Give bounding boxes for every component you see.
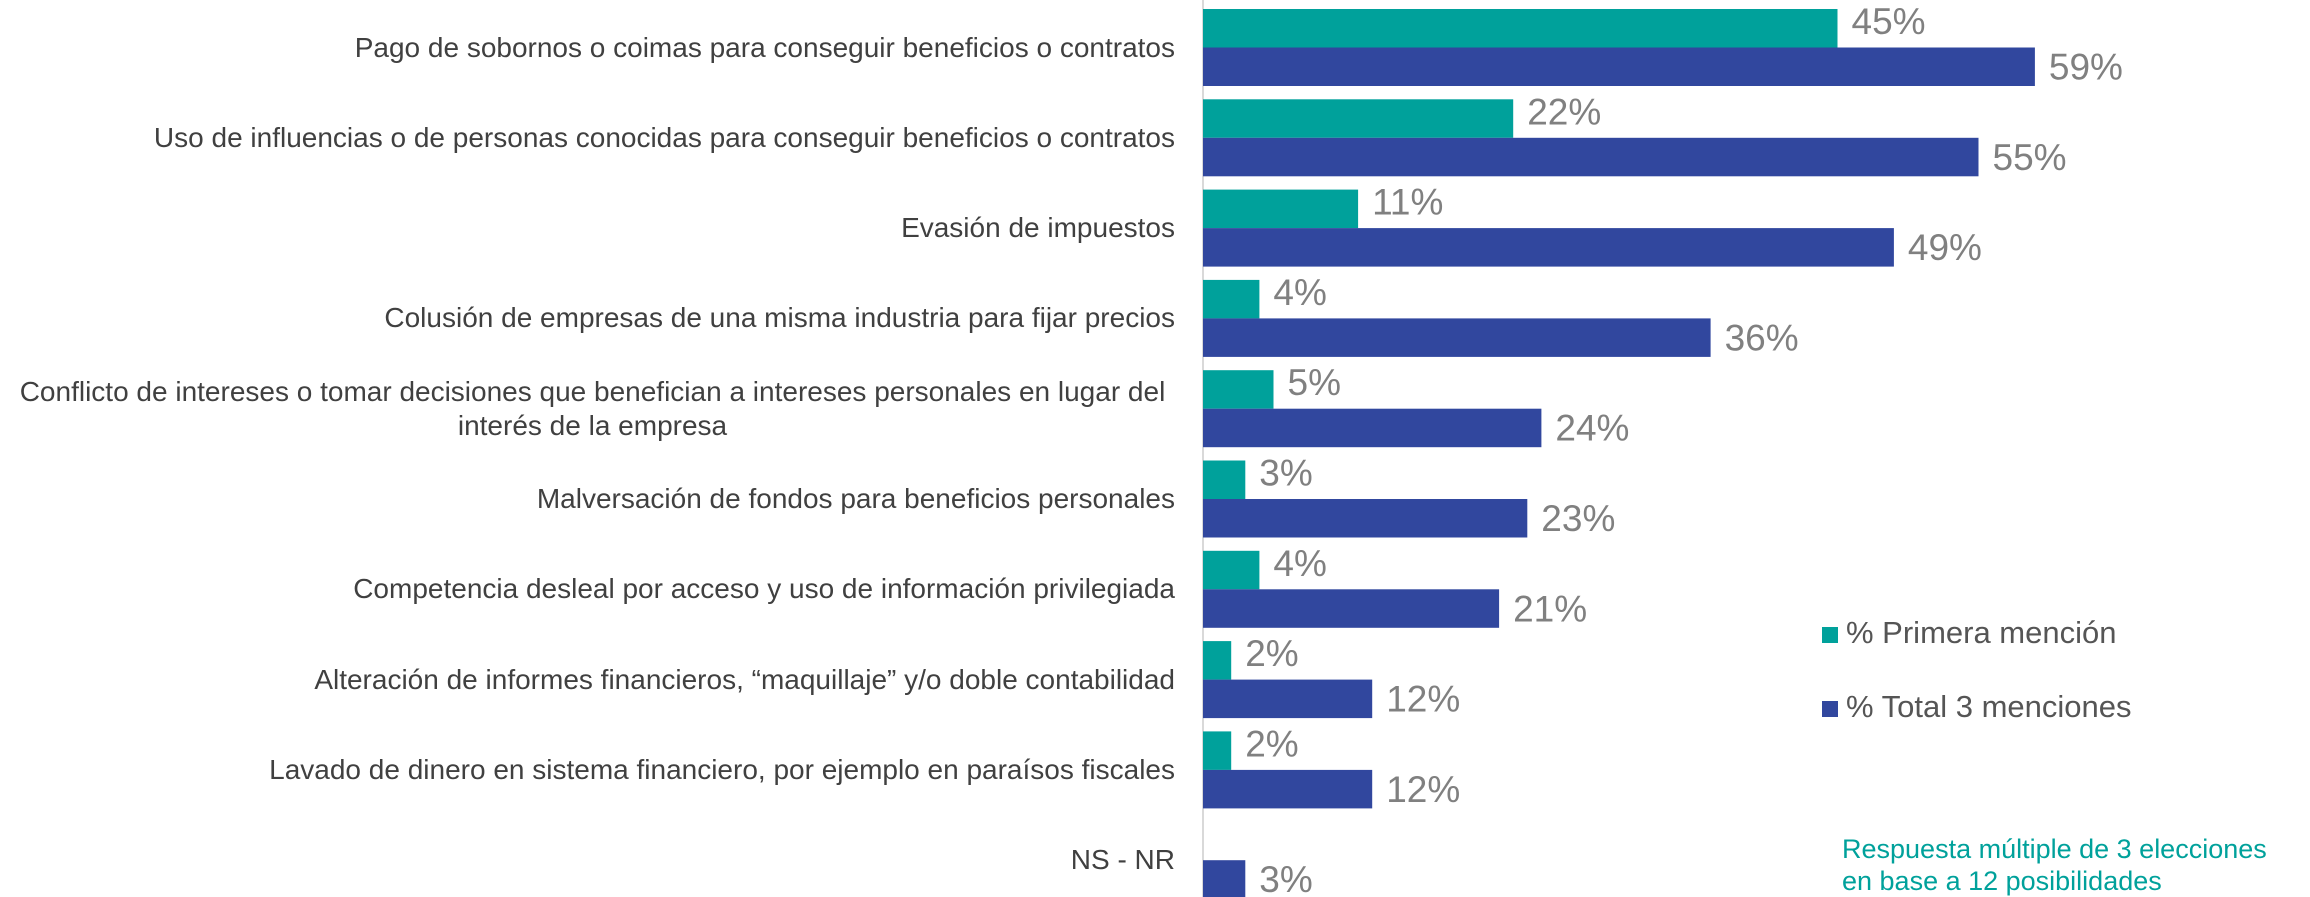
value-label: 22% xyxy=(1527,91,1601,132)
category-label: Colusión de empresas de una misma indust… xyxy=(10,301,1175,335)
value-label: 3% xyxy=(1259,859,1312,897)
bar xyxy=(1203,860,1246,897)
category-label: Conflicto de intereses o tomar decisione… xyxy=(10,375,1175,443)
value-label: 45% xyxy=(1852,1,1926,42)
value-label: 4% xyxy=(1273,543,1326,584)
value-label: 21% xyxy=(1513,588,1587,629)
category-label: Lavado de dinero en sistema financiero, … xyxy=(10,753,1175,787)
legend-swatch xyxy=(1822,627,1838,643)
category-text: Malversación de fondos para beneficios p… xyxy=(536,483,1175,514)
legend-label: % Total 3 menciones xyxy=(1846,689,2131,724)
category-text: Uso de influencias o de personas conocid… xyxy=(153,121,1175,153)
value-label: 5% xyxy=(1288,362,1341,403)
bar xyxy=(1203,731,1232,770)
bar xyxy=(1203,550,1260,590)
value-label: 3% xyxy=(1259,453,1312,494)
category-text: Alteración de informes financieros, “maq… xyxy=(314,663,1175,695)
value-label: 12% xyxy=(1386,679,1460,720)
category-text: Competencia desleal por acceso y uso de … xyxy=(353,573,1175,605)
bar xyxy=(1203,460,1246,499)
category-text: Evasión de impuestos xyxy=(901,212,1175,244)
bar xyxy=(1203,641,1232,680)
bar xyxy=(1203,679,1373,719)
value-label: 49% xyxy=(1908,227,1982,268)
bar xyxy=(1203,370,1274,409)
category-text: Lavado de dinero en sistema financiero, … xyxy=(269,753,1175,785)
value-label: 24% xyxy=(1555,408,1629,449)
bar xyxy=(1203,589,1500,628)
bar xyxy=(1203,769,1373,809)
category-text: Colusión de empresas de una misma indust… xyxy=(384,302,1175,334)
value-label: 4% xyxy=(1273,272,1326,313)
bar xyxy=(1203,228,1894,267)
category-text: NS - NR xyxy=(1070,844,1175,876)
bar xyxy=(1203,499,1528,538)
bar xyxy=(1203,189,1359,229)
category-label: Malversación de fondos para beneficios p… xyxy=(10,482,1175,516)
value-label: 2% xyxy=(1245,633,1298,674)
value-label: 2% xyxy=(1245,723,1298,764)
annotation: Respuesta múltiple de 3 elecciones xyxy=(1842,834,2267,864)
value-label: 23% xyxy=(1541,498,1615,539)
category-text: Pago de sobornos o coimas para conseguir… xyxy=(354,31,1175,63)
legend-label: % Primera mención xyxy=(1846,615,2116,650)
bar xyxy=(1203,47,2035,86)
value-label: 59% xyxy=(2049,47,2123,88)
category-label: NS - NR xyxy=(10,843,1175,877)
bar xyxy=(1203,408,1542,448)
bar xyxy=(1203,99,1514,138)
value-label: 36% xyxy=(1725,317,1799,358)
bar xyxy=(1203,279,1260,319)
category-label: Evasión de impuestos xyxy=(10,211,1175,245)
value-label: 55% xyxy=(1993,137,2067,178)
category-label: Competencia desleal por acceso y uso de … xyxy=(10,572,1175,606)
bar xyxy=(1203,137,1979,177)
value-label: 11% xyxy=(1372,182,1443,223)
category-label: Uso de influencias o de personas conocid… xyxy=(10,121,1175,155)
annotation: en base a 12 posibilidades xyxy=(1842,866,2162,896)
category-text: Conflicto de intereses o tomar decisione… xyxy=(19,375,1166,441)
category-label: Alteración de informes financieros, “maq… xyxy=(10,663,1175,697)
legend-swatch xyxy=(1822,701,1838,717)
category-label: Pago de sobornos o coimas para conseguir… xyxy=(10,31,1175,65)
bar xyxy=(1203,9,1838,48)
bar xyxy=(1203,318,1711,357)
value-label: 12% xyxy=(1386,769,1460,810)
